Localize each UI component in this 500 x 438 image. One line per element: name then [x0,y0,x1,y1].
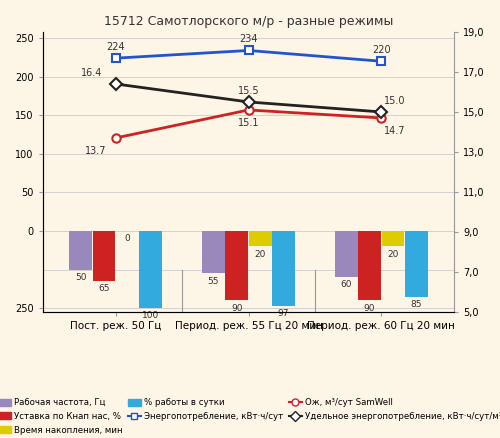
Text: 100: 100 [142,311,160,320]
Text: 15.0: 15.0 [384,96,406,106]
Bar [249,231,272,247]
Text: 20: 20 [388,250,398,258]
Text: 65: 65 [98,284,110,293]
Text: 97: 97 [278,309,289,318]
Bar [140,231,162,308]
Bar [382,231,404,247]
Text: 234: 234 [240,34,258,44]
Text: 13.7: 13.7 [85,146,106,156]
Text: 16.4: 16.4 [81,68,102,78]
Bar [202,231,225,273]
Title: 15712 Самотлорского м/р - разные режимы: 15712 Самотлорского м/р - разные режимы [104,15,393,28]
Text: 60: 60 [340,280,352,290]
Text: 90: 90 [231,304,242,312]
Bar [226,231,248,300]
Text: 85: 85 [410,300,422,309]
Text: 55: 55 [208,276,220,286]
Text: 0: 0 [124,234,130,243]
Text: 15.5: 15.5 [238,86,260,96]
Legend: Рабочая частота, Гц, Уставка по Кнап нас, %, Время накопления, мин, % работы в с: Рабочая частота, Гц, Уставка по Кнап нас… [0,395,500,438]
Text: 15.1: 15.1 [238,118,260,128]
Bar [272,231,295,306]
Bar [405,231,427,297]
Text: 20: 20 [254,250,266,258]
Bar [70,231,92,269]
Text: 224: 224 [106,42,125,52]
Bar [358,231,381,300]
Bar [335,231,357,277]
Text: 14.7: 14.7 [384,126,406,136]
Text: 50: 50 [75,272,86,282]
Text: 220: 220 [372,45,390,55]
Bar [92,231,115,281]
Text: 90: 90 [364,304,376,312]
